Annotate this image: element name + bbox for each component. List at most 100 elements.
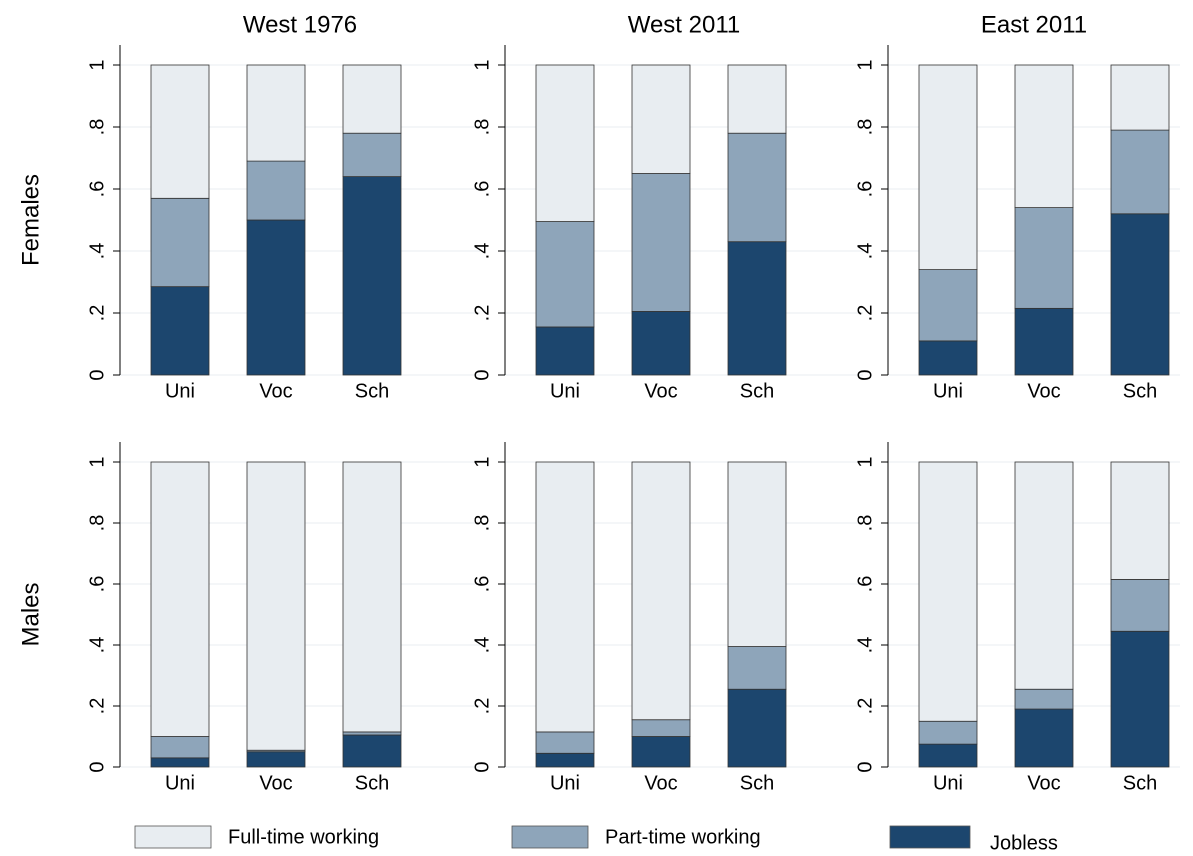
bar-segment (1014, 207, 1074, 309)
bar-segment (631, 311, 691, 376)
bar-segment (535, 731, 595, 754)
y-tick-label: .6 (471, 181, 493, 198)
y-tick-label: .8 (86, 515, 108, 532)
x-tick-label: Voc (259, 380, 292, 402)
bar-segment (1110, 461, 1170, 580)
bar-segment (918, 461, 978, 722)
row-label: Males (17, 582, 44, 646)
bar-segment (150, 64, 210, 199)
y-tick-label: 1 (471, 59, 493, 70)
y-tick-label: 1 (854, 456, 876, 467)
legend-swatch (889, 825, 971, 849)
bar-segment (918, 340, 978, 376)
bar-segment (246, 64, 306, 162)
bar-segment (631, 64, 691, 174)
bar-segment (631, 736, 691, 768)
y-tick-label: 1 (86, 59, 108, 70)
bar-segment (918, 720, 978, 745)
bar-segment (727, 688, 787, 768)
x-tick-label: Voc (644, 772, 677, 794)
bar-segment (727, 132, 787, 243)
y-tick-label: .6 (86, 181, 108, 198)
bar-segment (150, 736, 210, 759)
legend-swatch (511, 825, 589, 849)
y-tick-label: 0 (86, 761, 108, 772)
bar-segment (1110, 129, 1170, 215)
y-tick-label: .2 (854, 698, 876, 715)
y-tick-label: .4 (86, 243, 108, 260)
x-tick-label: Voc (259, 772, 292, 794)
bar-segment (535, 221, 595, 328)
bar-segment (150, 197, 210, 288)
bar-segment (631, 461, 691, 721)
bar-segment (246, 751, 306, 768)
row-label: Females (17, 174, 44, 266)
bar-segment (150, 286, 210, 376)
bar-segment (918, 64, 978, 271)
y-tick-label: 1 (471, 456, 493, 467)
panel-title: East 2011 (981, 11, 1087, 38)
x-tick-label: Sch (355, 380, 389, 402)
legend-swatch (134, 825, 212, 849)
bar-segment (246, 219, 306, 376)
y-tick-label: .4 (854, 243, 876, 260)
bar-segment (1110, 213, 1170, 376)
bar-segment (342, 731, 402, 736)
bar-segment (342, 461, 402, 733)
legend-label: Part-time working (605, 826, 761, 848)
legend-label: Full-time working (228, 826, 379, 848)
y-tick-label: 0 (854, 761, 876, 772)
y-tick-label: .8 (854, 119, 876, 136)
bar-segment (1110, 630, 1170, 768)
y-tick-label: .6 (471, 576, 493, 593)
x-tick-label: Voc (644, 380, 677, 402)
y-tick-label: .6 (86, 576, 108, 593)
bar-segment (727, 64, 787, 134)
x-tick-label: Sch (740, 380, 774, 402)
y-tick-label: .8 (471, 515, 493, 532)
x-tick-label: Uni (933, 380, 963, 402)
y-tick-label: .6 (854, 181, 876, 198)
y-tick-label: .2 (471, 305, 493, 322)
x-tick-label: Voc (1027, 380, 1060, 402)
y-tick-label: .4 (471, 243, 493, 260)
bar-segment (918, 743, 978, 768)
x-tick-label: Sch (1123, 772, 1157, 794)
bar-segment (1014, 688, 1074, 710)
bar-segment (535, 326, 595, 376)
bar-segment (246, 461, 306, 751)
y-tick-label: .2 (86, 305, 108, 322)
x-tick-label: Voc (1027, 772, 1060, 794)
bar-segment (727, 646, 787, 690)
bar-segment (727, 461, 787, 647)
y-tick-label: .4 (471, 637, 493, 654)
x-tick-label: Sch (740, 772, 774, 794)
y-tick-label: 0 (86, 369, 108, 380)
bar-segment (1014, 307, 1074, 376)
bar-segment (535, 461, 595, 733)
x-tick-label: Uni (165, 772, 195, 794)
bar-segment (535, 64, 595, 222)
y-tick-label: .2 (86, 698, 108, 715)
bar-segment (342, 132, 402, 177)
x-tick-label: Uni (550, 380, 580, 402)
bar-segment (727, 241, 787, 376)
bar-segment (342, 734, 402, 768)
panel-title: West 2011 (628, 11, 741, 38)
y-tick-label: 0 (471, 369, 493, 380)
legend-label: Jobless (990, 832, 1058, 854)
y-tick-label: 0 (471, 761, 493, 772)
bar-segment (535, 752, 595, 768)
bar-segment (150, 757, 210, 768)
y-tick-label: 1 (854, 59, 876, 70)
y-tick-label: .2 (854, 305, 876, 322)
bar-segment (150, 461, 210, 737)
y-tick-label: .8 (854, 515, 876, 532)
bar-segment (342, 64, 402, 134)
bar-segment (1014, 708, 1074, 768)
y-tick-label: .2 (471, 698, 493, 715)
bar-segment (342, 176, 402, 376)
y-tick-label: .6 (854, 576, 876, 593)
x-tick-label: Uni (550, 772, 580, 794)
